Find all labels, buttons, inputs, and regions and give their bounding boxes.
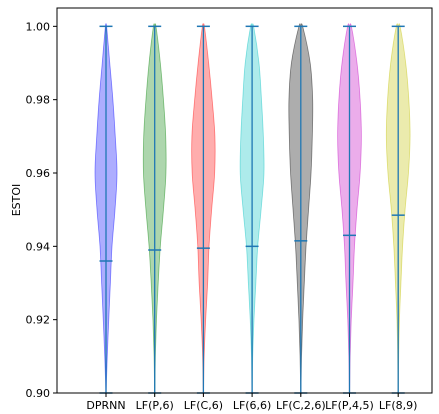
x-tick-label: LF(8,9)	[379, 399, 418, 412]
y-tick-label: 0.94	[26, 240, 51, 253]
y-tick-label: 0.96	[26, 167, 51, 180]
y-tick-label: 0.90	[26, 387, 51, 400]
x-tick-label: LF(C,6)	[184, 399, 223, 412]
x-tick-label: DPRNN	[86, 399, 125, 412]
plot-frame	[56, 7, 433, 394]
y-tick-label: 1.00	[26, 20, 51, 33]
y-tick-label: 0.92	[26, 314, 51, 327]
ticks-group: DPRNN LF(P,6) LF(C,6) LF(6,6) LF(C,2,6) LF(P,…	[26, 20, 418, 412]
x-tick-label: LF(P,4,5)	[325, 399, 374, 412]
x-tick-label: LF(6,6)	[233, 399, 272, 412]
violins-group	[94, 23, 411, 397]
y-axis-label: ESTOI	[10, 184, 23, 217]
x-tick-label: LF(C,2,6)	[276, 399, 326, 412]
y-tick-label: 0.98	[26, 94, 51, 107]
x-tick-label: LF(P,6)	[136, 399, 174, 412]
